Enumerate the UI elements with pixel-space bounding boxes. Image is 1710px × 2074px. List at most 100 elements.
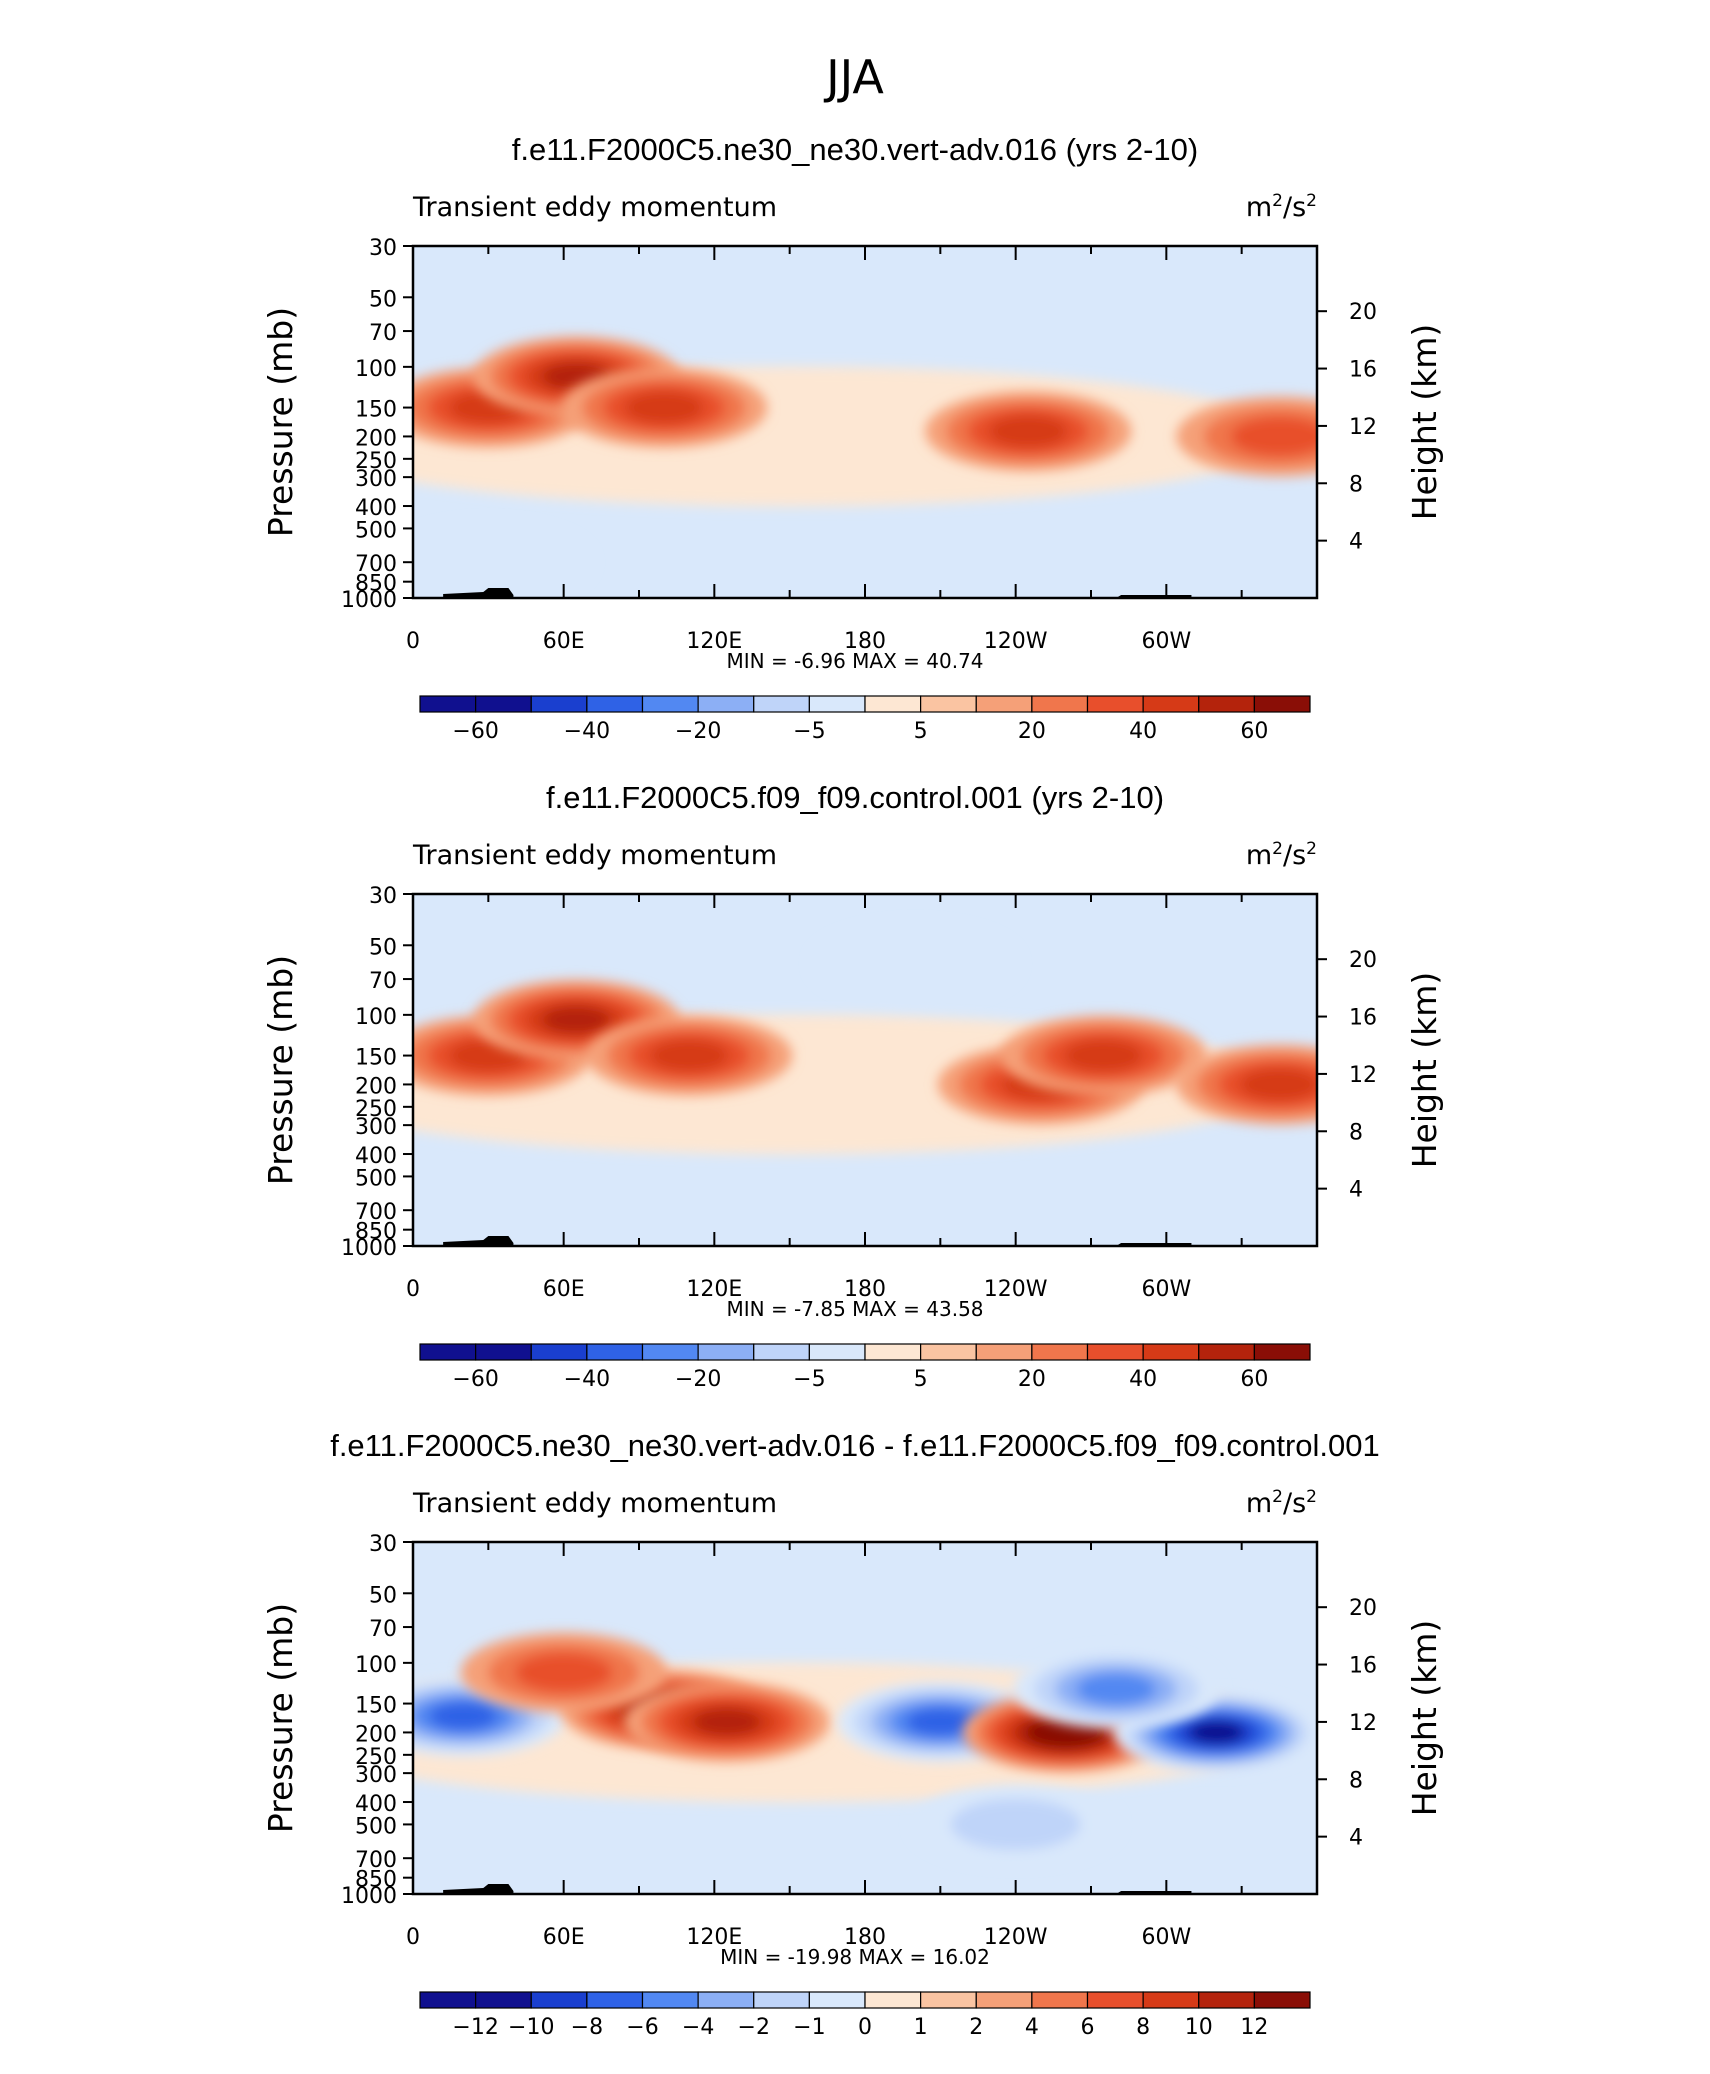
y-tick-label: 100 xyxy=(355,357,397,382)
y-tick-label: 70 xyxy=(369,969,397,994)
y-tick-label: 1000 xyxy=(341,588,397,613)
field-feature xyxy=(1176,1044,1317,1125)
y-tick-label: 300 xyxy=(355,1115,397,1140)
colorbar-label: 5 xyxy=(914,719,928,744)
y-tick-label: 200 xyxy=(355,1722,397,1747)
x-tick-label: 120E xyxy=(686,1277,742,1302)
y-tick-label: 250 xyxy=(355,1097,397,1122)
y-tick-label: 70 xyxy=(369,1617,397,1642)
colorbar-label: −20 xyxy=(675,719,721,744)
y-tick-label: 1000 xyxy=(341,1236,397,1261)
contour-ring xyxy=(413,522,592,598)
y2-tick-label: 16 xyxy=(1349,1006,1377,1031)
colorbar-label: 12 xyxy=(1240,2015,1268,2040)
field-feature xyxy=(586,1015,793,1096)
x-tick-label: 180 xyxy=(844,1925,886,1950)
contour-ring xyxy=(1239,1068,1317,1101)
colorbar-box xyxy=(975,1991,1033,2009)
y2-tick-label: 4 xyxy=(1349,1826,1363,1851)
colorbar-box xyxy=(1086,695,1144,713)
colorbar-label: 2 xyxy=(969,2015,983,2040)
colorbar-label: −60 xyxy=(452,1367,498,1392)
panel-title: f.e11.F2000C5.ne30_ne30.vert-adv.016 - f… xyxy=(330,1428,1380,1463)
contour-field xyxy=(413,894,1317,1246)
contour-ring xyxy=(1230,417,1317,456)
field-feature xyxy=(925,391,1132,472)
contour-ring xyxy=(692,1708,761,1736)
y-tick-label: 200 xyxy=(355,426,397,451)
y-tick-label: 500 xyxy=(355,518,397,543)
colorbar-label: 6 xyxy=(1081,2015,1095,2040)
x-tick-label: 120W xyxy=(984,629,1048,654)
y2-axis-title: Height (km) xyxy=(1405,972,1444,1169)
field-feature xyxy=(623,1681,830,1762)
contour-field xyxy=(413,246,1317,598)
contour-ring xyxy=(542,1005,611,1034)
y-tick-label: 70 xyxy=(369,321,397,346)
y-tick-label: 50 xyxy=(369,1583,397,1608)
contour-ring xyxy=(1189,1721,1244,1744)
colorbar-box xyxy=(530,695,588,713)
colorbar-box xyxy=(419,1343,477,1361)
panel-subtitle: Transient eddy momentum xyxy=(412,840,777,871)
y2-tick-label: 8 xyxy=(1349,1768,1363,1793)
colorbar-box xyxy=(1142,1343,1200,1361)
x-tick-label: 60W xyxy=(1141,1925,1191,1950)
y-tick-label: 200 xyxy=(355,1074,397,1099)
colorbar-box xyxy=(1031,695,1089,713)
field-feature xyxy=(1013,1649,1220,1730)
y2-tick-label: 8 xyxy=(1349,1120,1363,1145)
y-tick-label: 400 xyxy=(355,496,397,521)
colorbar-box xyxy=(864,695,922,713)
colorbar-box xyxy=(1031,1991,1089,2009)
y-tick-label: 300 xyxy=(355,467,397,492)
colorbar-label: −20 xyxy=(675,1367,721,1392)
colorbar-box xyxy=(1253,1343,1311,1361)
y-tick-label: 500 xyxy=(355,1814,397,1839)
x-tick-label: 60E xyxy=(543,629,585,654)
panel-3: f.e11.F2000C5.ne30_ne30.vert-adv.016 - f… xyxy=(261,1428,1444,2040)
stats-min-max: MIN = -6.96 MAX = 40.74 xyxy=(726,649,983,673)
colorbar-label: −12 xyxy=(452,2015,498,2040)
field-feature xyxy=(413,522,592,598)
y-tick-label: 250 xyxy=(355,1745,397,1770)
y-tick-label: 30 xyxy=(369,236,397,261)
colorbar-box xyxy=(641,695,699,713)
colorbar-box xyxy=(419,695,477,713)
field-feature xyxy=(812,923,1019,1004)
panel-title: f.e11.F2000C5.f09_f09.control.001 (yrs 2… xyxy=(546,780,1164,815)
colorbar-label: −2 xyxy=(738,2015,770,2040)
stats-min-max: MIN = -19.98 MAX = 16.02 xyxy=(720,1945,990,1969)
colorbar-label: 60 xyxy=(1240,719,1268,744)
contour-ring xyxy=(906,1708,975,1736)
panel-2: f.e11.F2000C5.f09_f09.control.001 (yrs 2… xyxy=(261,780,1444,1392)
y2-tick-label: 12 xyxy=(1349,415,1377,440)
y-tick-label: 50 xyxy=(369,287,397,312)
y2-axis-title: Height (km) xyxy=(1405,1620,1444,1817)
colorbar-label: −8 xyxy=(571,2015,603,2040)
y-tick-label: 300 xyxy=(355,1763,397,1788)
y2-tick-label: 12 xyxy=(1349,1063,1377,1088)
x-tick-label: 60W xyxy=(1141,1277,1191,1302)
colorbar-label: −4 xyxy=(682,2015,714,2040)
colorbar-box xyxy=(808,1343,866,1361)
x-tick-label: 0 xyxy=(406,1277,420,1302)
colorbar-box xyxy=(475,1343,532,1361)
y2-tick-label: 20 xyxy=(1349,948,1377,973)
contour-ring xyxy=(624,391,704,424)
y-tick-label: 100 xyxy=(355,1005,397,1030)
colorbar-box xyxy=(1142,1991,1200,2009)
y-tick-label: 150 xyxy=(355,398,397,423)
y-tick-label: 1000 xyxy=(341,1884,397,1909)
colorbar-box xyxy=(753,1991,810,2009)
colorbar xyxy=(419,1343,1311,1361)
colorbar-label: 0 xyxy=(858,2015,872,2040)
colorbar-label: 1 xyxy=(914,2015,928,2040)
y-tick-label: 850 xyxy=(355,572,397,597)
colorbar-label: 40 xyxy=(1129,1367,1157,1392)
field-feature xyxy=(1000,1015,1207,1096)
colorbar-box xyxy=(920,695,977,713)
contour-ring xyxy=(649,1039,729,1072)
colorbar-box xyxy=(586,695,644,713)
figure-title: JJA xyxy=(823,50,884,104)
